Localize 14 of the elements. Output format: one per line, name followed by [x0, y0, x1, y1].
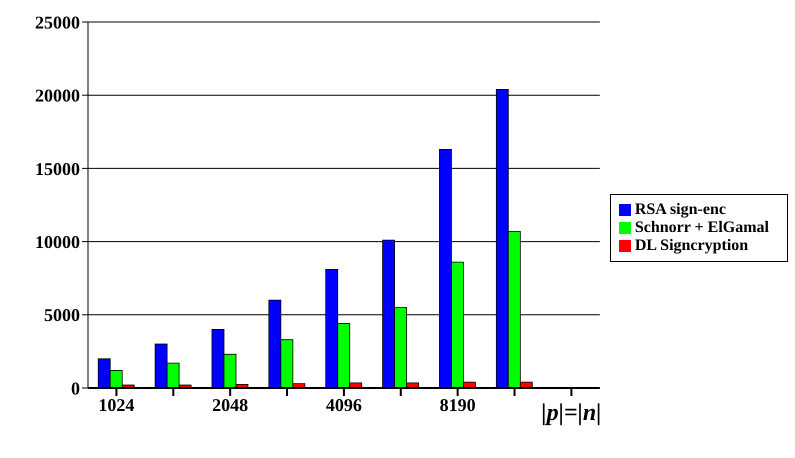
legend-label: DL Signcryption	[634, 237, 748, 254]
y-tick-label: 5000	[44, 305, 80, 326]
y-tick-label: 15000	[35, 158, 80, 179]
x-tick-label: 4096	[326, 394, 362, 415]
x-tick-label: 1024	[98, 394, 134, 415]
x-tick-label: 2048	[212, 394, 248, 415]
x-axis-title: |p|=|n|	[541, 400, 602, 426]
y-tick-label: 10000	[35, 232, 80, 252]
x-tick-label: 8190	[440, 394, 476, 415]
legend-label: Schnorr + ElGamal	[634, 219, 769, 236]
legend-label: RSA sign-enc	[634, 201, 726, 218]
y-tick-label: 25000	[35, 12, 80, 32]
y-tick-label: 20000	[35, 86, 80, 106]
y-tick-label: 0	[71, 378, 80, 398]
